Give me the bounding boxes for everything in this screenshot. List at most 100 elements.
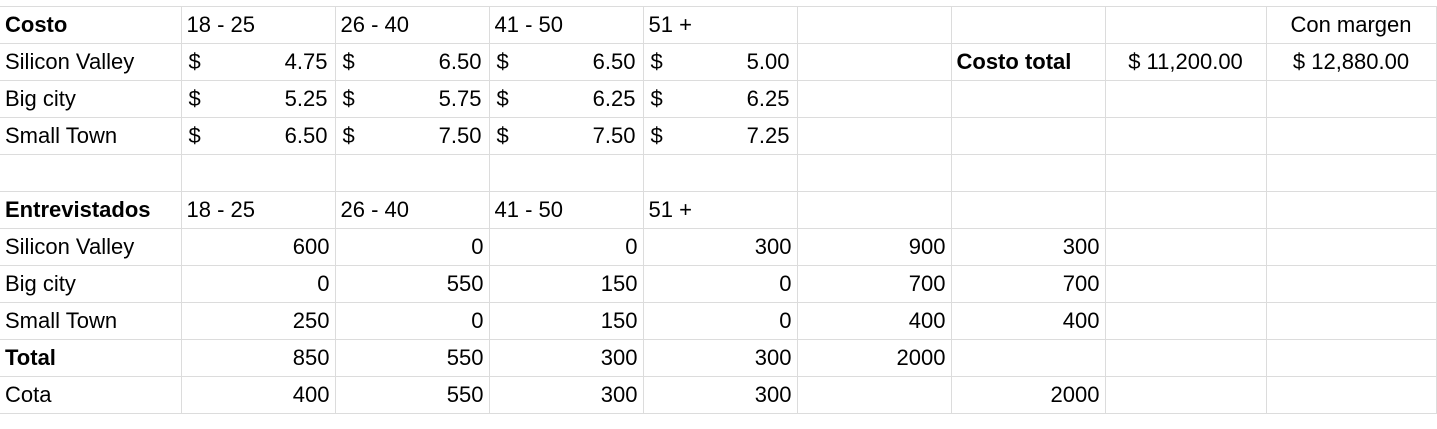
empty-cell[interactable] (1266, 80, 1437, 118)
count-cell[interactable]: 0 (335, 228, 490, 266)
age-header-cell[interactable]: 51 + (643, 6, 798, 44)
total-label-cell[interactable]: Total (0, 339, 182, 377)
empty-cell[interactable] (1266, 376, 1437, 414)
extra-cell[interactable]: 300 (951, 228, 1106, 266)
total-cost-value-cell[interactable]: $ 11,200.00 (1105, 43, 1267, 81)
count-cell[interactable]: 0 (643, 265, 798, 303)
empty-cell[interactable] (1266, 302, 1437, 340)
empty-cell[interactable] (797, 117, 952, 155)
count-cell[interactable]: 0 (489, 228, 644, 266)
interviewed-title-cell[interactable]: Entrevistados (0, 191, 182, 229)
count-cell[interactable]: 0 (335, 302, 490, 340)
empty-cell[interactable] (1105, 265, 1267, 303)
quota-cell[interactable]: 300 (643, 376, 798, 414)
count-cell[interactable]: 0 (643, 302, 798, 340)
cost-cell[interactable]: $6.25 (643, 80, 798, 118)
quota-cell[interactable]: 550 (335, 376, 490, 414)
age-header-cell[interactable]: 18 - 25 (181, 191, 336, 229)
total-cell[interactable]: 300 (489, 339, 644, 377)
empty-cell[interactable] (951, 117, 1106, 155)
quota-cell[interactable]: 300 (489, 376, 644, 414)
region-label-cell[interactable]: Silicon Valley (0, 43, 182, 81)
row-sum-cell[interactable]: 700 (797, 265, 952, 303)
empty-cell[interactable] (797, 43, 952, 81)
empty-cell[interactable] (181, 154, 336, 192)
empty-cell[interactable] (489, 154, 644, 192)
count-cell[interactable]: 250 (181, 302, 336, 340)
cost-cell[interactable]: $6.25 (489, 80, 644, 118)
empty-cell[interactable] (1266, 117, 1437, 155)
quota-cell[interactable]: 400 (181, 376, 336, 414)
region-label-cell[interactable]: Big city (0, 80, 182, 118)
empty-cell[interactable] (1266, 339, 1437, 377)
empty-cell[interactable] (1105, 339, 1267, 377)
empty-cell[interactable] (797, 376, 952, 414)
empty-cell[interactable] (951, 154, 1106, 192)
empty-cell[interactable] (1105, 302, 1267, 340)
extra-cell[interactable]: 700 (951, 265, 1106, 303)
total-cell[interactable]: 300 (643, 339, 798, 377)
total-cell[interactable]: 850 (181, 339, 336, 377)
empty-cell[interactable] (951, 339, 1106, 377)
age-header-cell[interactable]: 41 - 50 (489, 6, 644, 44)
quota-label-cell[interactable]: Cota (0, 376, 182, 414)
cost-cell[interactable]: $7.50 (489, 117, 644, 155)
quota-total-cell[interactable]: 2000 (951, 376, 1106, 414)
empty-cell[interactable] (1105, 117, 1267, 155)
extra-cell[interactable]: 400 (951, 302, 1106, 340)
cost-cell[interactable]: $6.50 (335, 43, 490, 81)
empty-cell[interactable] (1105, 191, 1267, 229)
age-header-cell[interactable]: 26 - 40 (335, 6, 490, 44)
margin-label-cell[interactable]: Con margen (1266, 6, 1437, 44)
empty-cell[interactable] (1266, 228, 1437, 266)
count-cell[interactable]: 150 (489, 302, 644, 340)
cost-cell[interactable]: $6.50 (489, 43, 644, 81)
empty-cell[interactable] (797, 6, 952, 44)
cost-cell[interactable]: $4.75 (181, 43, 336, 81)
empty-cell[interactable] (1266, 265, 1437, 303)
empty-cell[interactable] (1105, 154, 1267, 192)
empty-cell[interactable] (951, 6, 1106, 44)
age-header-cell[interactable]: 18 - 25 (181, 6, 336, 44)
region-label-cell[interactable]: Silicon Valley (0, 228, 182, 266)
row-sum-cell[interactable]: 400 (797, 302, 952, 340)
empty-cell[interactable] (951, 191, 1106, 229)
count-cell[interactable]: 0 (181, 265, 336, 303)
count-cell[interactable]: 550 (335, 265, 490, 303)
region-label-cell[interactable]: Small Town (0, 117, 182, 155)
total-cell[interactable]: 550 (335, 339, 490, 377)
empty-cell[interactable] (1105, 80, 1267, 118)
region-label-cell[interactable]: Big city (0, 265, 182, 303)
empty-cell[interactable] (643, 154, 798, 192)
empty-cell[interactable] (1266, 154, 1437, 192)
count-cell[interactable]: 600 (181, 228, 336, 266)
row-sum-cell[interactable]: 900 (797, 228, 952, 266)
cost-cell[interactable]: $5.75 (335, 80, 490, 118)
empty-cell[interactable] (797, 191, 952, 229)
cost-cell[interactable]: $5.00 (643, 43, 798, 81)
empty-cell[interactable] (1105, 6, 1267, 44)
empty-cell[interactable] (1105, 376, 1267, 414)
cost-cell[interactable]: $6.50 (181, 117, 336, 155)
margin-value-cell[interactable]: $ 12,880.00 (1266, 43, 1437, 81)
empty-cell[interactable] (1266, 191, 1437, 229)
cost-cell[interactable]: $7.25 (643, 117, 798, 155)
total-cost-label-cell[interactable]: Costo total (951, 43, 1106, 81)
age-header-cell[interactable]: 26 - 40 (335, 191, 490, 229)
empty-cell[interactable] (797, 80, 952, 118)
cost-cell[interactable]: $5.25 (181, 80, 336, 118)
region-label-cell[interactable]: Small Town (0, 302, 182, 340)
grand-total-cell[interactable]: 2000 (797, 339, 952, 377)
sheet-row: Big city 0 550 150 0 700 700 (0, 265, 1437, 303)
cost-title-cell[interactable]: Costo (0, 6, 182, 44)
count-cell[interactable]: 150 (489, 265, 644, 303)
empty-cell[interactable] (0, 154, 182, 192)
empty-cell[interactable] (951, 80, 1106, 118)
empty-cell[interactable] (1105, 228, 1267, 266)
age-header-cell[interactable]: 41 - 50 (489, 191, 644, 229)
age-header-cell[interactable]: 51 + (643, 191, 798, 229)
empty-cell[interactable] (335, 154, 490, 192)
cost-cell[interactable]: $7.50 (335, 117, 490, 155)
empty-cell[interactable] (797, 154, 952, 192)
count-cell[interactable]: 300 (643, 228, 798, 266)
